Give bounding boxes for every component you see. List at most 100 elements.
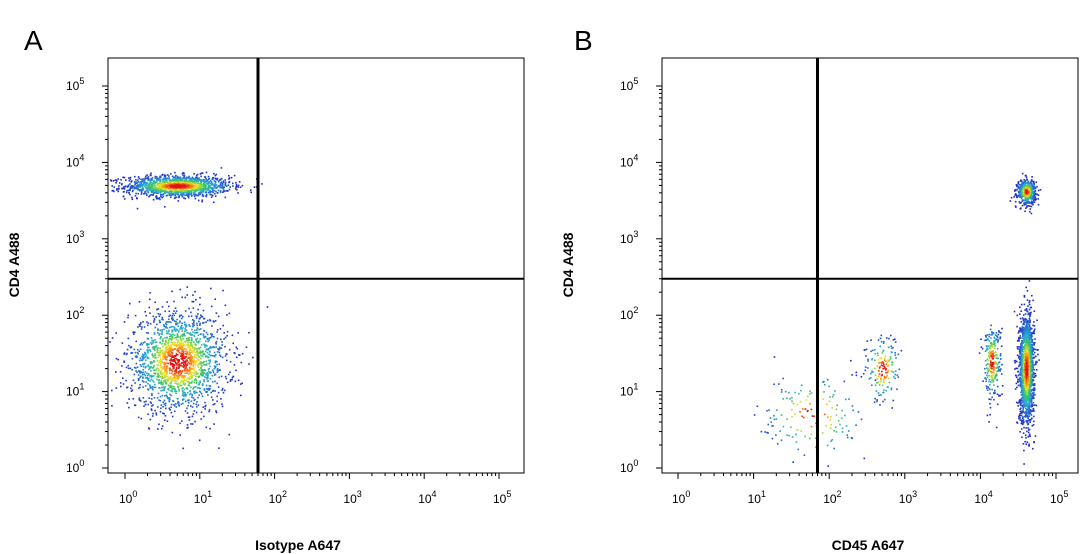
- event-dot: [204, 401, 206, 404]
- event-dot: [235, 186, 237, 189]
- event-dot: [115, 182, 117, 184]
- event-dot: [167, 384, 170, 387]
- event-dot: [174, 197, 177, 199]
- event-dot: [212, 370, 214, 372]
- event-dot: [1030, 180, 1033, 183]
- event-dot: [172, 359, 174, 362]
- event-dot: [168, 400, 171, 403]
- event-dot: [179, 384, 181, 387]
- event-dot: [206, 345, 208, 347]
- event-dot: [1023, 296, 1026, 298]
- event-dot: [1027, 184, 1029, 187]
- event-dot: [184, 392, 186, 394]
- event-dot: [164, 404, 167, 407]
- event-dot: [150, 343, 153, 345]
- event-dot: [153, 332, 156, 334]
- event-dot: [177, 347, 180, 349]
- event-dot: [179, 336, 182, 338]
- event-dot: [189, 366, 191, 368]
- event-dot: [153, 346, 156, 348]
- event-dot: [154, 354, 157, 357]
- event-dot: [192, 319, 194, 321]
- event-dot: [205, 182, 208, 185]
- event-dot: [158, 360, 161, 362]
- event-dot: [175, 178, 177, 181]
- event-dot: [191, 189, 194, 192]
- event-dot: [1023, 294, 1026, 297]
- event-dot: [198, 375, 201, 378]
- event-dot: [146, 374, 149, 377]
- event-dot: [203, 360, 205, 363]
- event-dot: [185, 176, 188, 179]
- event-dot: [170, 386, 173, 389]
- event-dot: [157, 368, 160, 371]
- event-dot: [200, 190, 202, 193]
- event-dot: [153, 386, 156, 389]
- event-dot: [151, 375, 154, 378]
- event-dot: [171, 389, 173, 392]
- event-dot: [161, 340, 164, 342]
- event-dot: [1019, 188, 1021, 191]
- event-dot: [168, 194, 171, 196]
- event-dot: [151, 353, 154, 356]
- event-dot: [1027, 335, 1029, 337]
- event-dot: [173, 191, 176, 193]
- event-dot: [176, 333, 179, 336]
- event-dot: [1020, 193, 1023, 196]
- event-dot: [190, 185, 193, 187]
- event-dot: [232, 185, 234, 187]
- event-dot: [176, 348, 179, 350]
- event-dot: [151, 182, 153, 184]
- event-dot: [168, 182, 171, 184]
- event-dot: [1020, 414, 1023, 417]
- x-tick-labels: 100 101 102 103 104 105: [119, 489, 511, 506]
- event-dot: [158, 353, 161, 355]
- event-dot: [162, 412, 164, 415]
- event-dot: [166, 356, 168, 359]
- event-dot: [164, 379, 166, 382]
- event-dot: [149, 179, 151, 182]
- event-dot: [166, 362, 168, 365]
- event-dot: [182, 338, 185, 340]
- event-dot: [198, 193, 201, 196]
- event-dot: [171, 329, 173, 331]
- event-dot: [179, 342, 181, 344]
- event-dot: [207, 191, 210, 194]
- event-dot: [184, 382, 187, 385]
- event-dot: [144, 403, 147, 406]
- event-dot: [189, 359, 192, 362]
- event-dot: [202, 406, 204, 408]
- event-dot: [1030, 399, 1033, 402]
- event-dot: [195, 379, 198, 381]
- event-dot: [161, 372, 164, 374]
- event-dot: [1022, 199, 1024, 201]
- event-dot: [184, 352, 186, 355]
- x-axis-title: Isotype A647: [255, 537, 341, 553]
- event-dot: [143, 326, 146, 328]
- event-dot: [180, 178, 183, 181]
- event-dot: [129, 189, 131, 192]
- event-dot: [204, 176, 207, 178]
- event-dot: [1027, 406, 1029, 409]
- event-dot: [158, 369, 160, 372]
- event-dot: [169, 187, 171, 189]
- event-dot: [154, 383, 156, 386]
- event-dot: [171, 343, 173, 346]
- event-dot: [198, 347, 201, 350]
- event-dot: [181, 189, 184, 191]
- event-dot: [160, 176, 162, 178]
- event-dot: [199, 183, 202, 185]
- event-dot: [190, 191, 192, 193]
- event-dot: [1019, 410, 1022, 413]
- event-dot: [180, 380, 183, 382]
- event-dot: [188, 192, 190, 194]
- event-dot: [1033, 415, 1035, 418]
- event-dot: [186, 377, 189, 379]
- event-dot: [140, 328, 143, 330]
- event-dot: [111, 337, 114, 339]
- event-dot: [193, 178, 196, 180]
- event-dot: [1023, 406, 1025, 409]
- event-dot: [173, 300, 175, 303]
- event-dot: [1032, 192, 1035, 195]
- event-dot: [178, 360, 181, 362]
